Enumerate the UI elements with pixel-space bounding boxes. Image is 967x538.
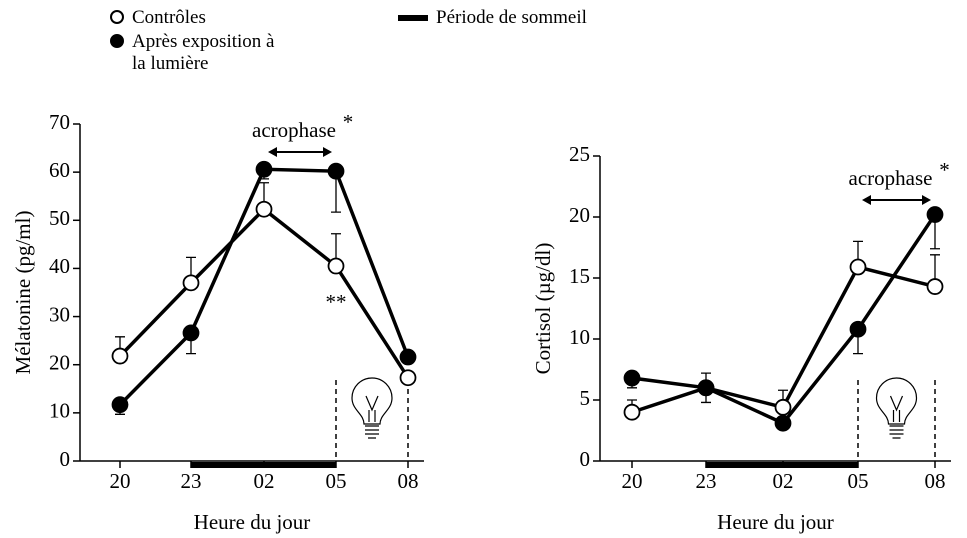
x-tick-label: 23 [181,469,202,493]
x-tick-label: 05 [326,469,347,493]
marker [327,162,345,180]
annotation: acrophase [849,166,933,190]
marker [111,396,129,414]
sleep-bar [706,462,858,468]
y-tick-label: 5 [580,386,591,410]
marker [182,324,200,342]
legend-item: Contrôles [110,7,206,29]
annotation: acrophase [252,118,336,142]
y-tick-label: 0 [580,447,591,471]
legend-symbol [110,34,124,48]
legend-label: Période de sommeil [436,7,587,28]
legend-label: Contrôles [132,7,206,28]
y-axis-label: Cortisol (µg/dl) [531,243,555,375]
y-tick-label: 0 [60,447,71,471]
x-tick-label: 08 [398,469,419,493]
bulb-icon [351,377,393,425]
marker [849,320,867,338]
y-tick-label: 40 [49,254,70,278]
marker [399,369,417,387]
x-tick-label: 23 [696,469,717,493]
marker [774,414,792,432]
x-tick-label: 05 [848,469,869,493]
marker [255,200,273,218]
legend-symbol [110,10,124,24]
x-tick-label: 20 [110,469,131,493]
x-axis-label: Heure du jour [194,510,311,534]
y-tick-label: 70 [49,110,70,134]
y-tick-label: 50 [49,206,70,230]
bulb-icon [875,377,918,425]
x-tick-label: 02 [773,469,794,493]
y-tick-label: 10 [49,399,70,423]
legend-label: Après exposition à la lumière [132,31,275,74]
marker [182,274,200,292]
x-tick-label: 20 [622,469,643,493]
marker [849,258,867,276]
marker [926,206,944,223]
x-axis-label: Heure du jour [717,510,834,534]
legend-item: Période de sommeil [398,7,587,29]
y-tick-label: 10 [569,325,590,349]
marker [111,347,129,365]
marker [623,369,641,387]
marker [399,348,417,366]
marker [623,403,641,421]
sleep-bar [191,462,336,468]
y-tick-label: 15 [569,264,590,288]
legend-symbol [398,15,428,21]
y-axis-label: Mélatonine (pg/ml) [11,211,35,375]
marker [926,278,944,295]
y-tick-label: 60 [49,158,70,182]
y-tick-label: 20 [569,203,590,227]
x-tick-label: 02 [254,469,275,493]
y-tick-label: 20 [49,351,70,375]
marker [327,257,345,275]
bulb-icon [889,395,904,439]
legend-item: Après exposition à la lumière [110,31,300,75]
marker [774,398,792,416]
y-tick-label: 30 [49,302,70,326]
y-tick-label: 25 [569,142,590,166]
x-tick-label: 08 [925,469,946,493]
marker [697,379,715,397]
annotation: * [343,110,354,134]
bulb-icon [365,395,379,439]
marker [255,160,273,178]
line [118,206,410,379]
annotation: ** [326,290,347,314]
annotation: * [939,158,950,182]
